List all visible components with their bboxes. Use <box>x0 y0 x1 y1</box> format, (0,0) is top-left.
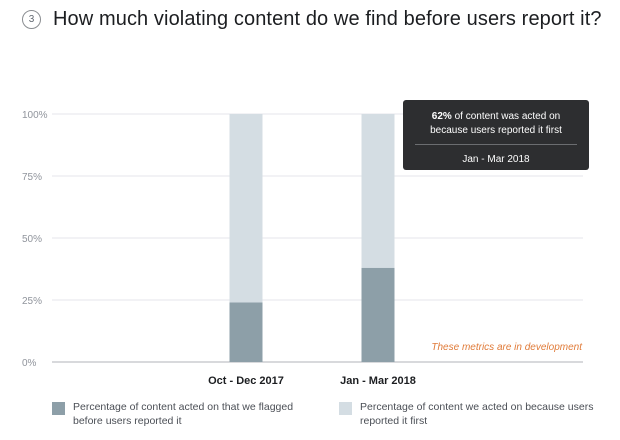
chart-header: 3 How much violating content do we find … <box>22 8 602 31</box>
y-tick-label: 25% <box>22 296 42 307</box>
legend-swatch-flagged <box>52 402 65 415</box>
legend-item-flagged[interactable]: Percentage of content acted on that we f… <box>52 400 323 428</box>
legend-label-flagged: Percentage of content acted on that we f… <box>73 401 294 427</box>
legend-item-reported[interactable]: Percentage of content we acted on becaus… <box>339 400 610 428</box>
y-tick-label: 0% <box>22 358 37 369</box>
chart-tooltip: 62% of content was acted on because user… <box>403 100 589 170</box>
tooltip-percent: 62% <box>431 111 452 122</box>
bar-segment-reported <box>229 114 263 303</box>
x-category-label: Oct - Dec 2017 <box>208 375 284 387</box>
tooltip-divider <box>415 144 577 145</box>
y-tick-label: 75% <box>22 172 42 183</box>
tooltip-line1: of content was acted on <box>451 111 561 122</box>
bar-segment-flagged <box>229 302 263 362</box>
x-category-label: Jan - Mar 2018 <box>340 375 416 387</box>
development-note: These metrics are in development <box>431 342 583 353</box>
bar-segment-reported <box>361 114 395 268</box>
y-tick-label: 100% <box>22 110 48 121</box>
legend-label-reported: Percentage of content we acted on becaus… <box>360 401 594 427</box>
y-tick-label: 50% <box>22 234 42 245</box>
chart-title: How much violating content do we find be… <box>53 8 602 30</box>
tooltip-period: Jan - Mar 2018 <box>462 154 530 165</box>
tooltip-line2: because users reported it first <box>430 125 562 136</box>
legend-swatch-reported <box>339 402 352 415</box>
bar-segment-flagged <box>361 267 395 362</box>
step-number-badge: 3 <box>22 10 41 29</box>
